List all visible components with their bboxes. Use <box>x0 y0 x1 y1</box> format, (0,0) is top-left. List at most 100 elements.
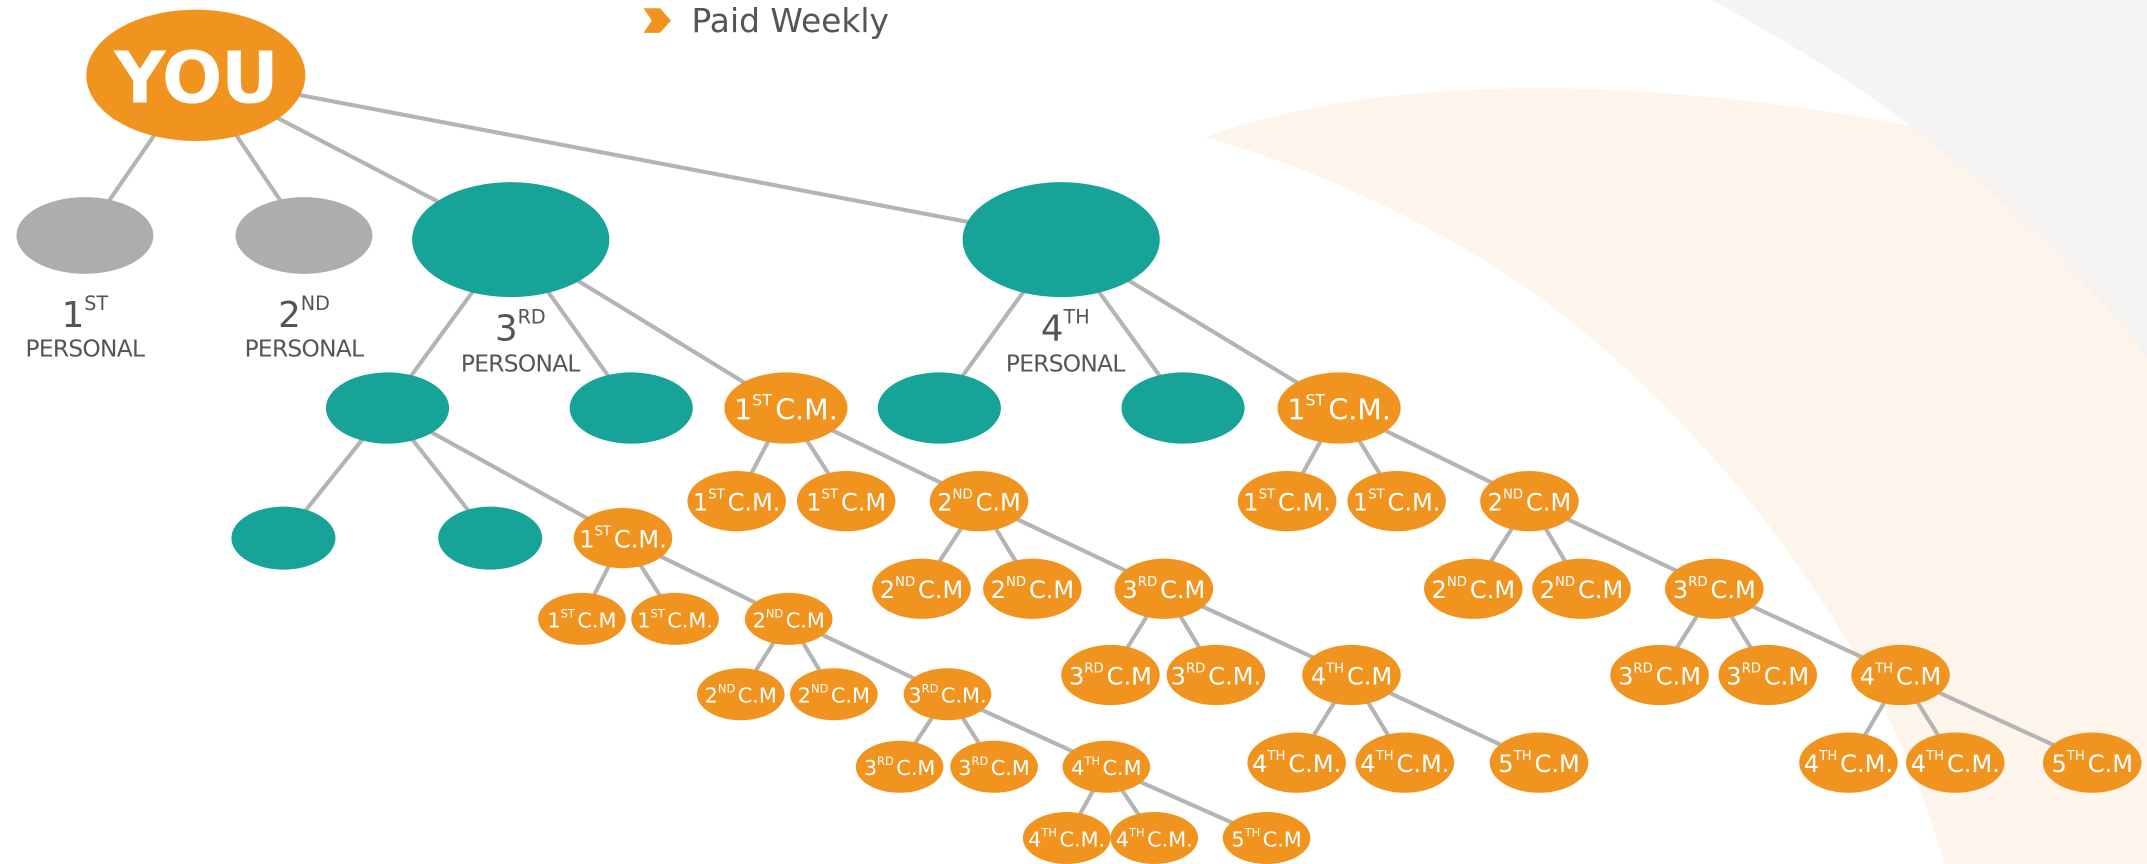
member-label: 2ND C.M <box>798 682 870 708</box>
personal-sup: RD <box>518 306 546 329</box>
member-label-ord: 4 <box>1116 827 1129 851</box>
node-shape <box>1532 558 1631 619</box>
member-label-ord: 1 <box>693 489 708 517</box>
personal-sup: ST <box>84 292 108 315</box>
member-label-text: C.M <box>1107 662 1152 690</box>
member-label-sup: TH <box>1375 749 1394 764</box>
node: 2ND C.M <box>929 471 1029 532</box>
node-shape <box>16 197 154 274</box>
member-label: 2ND C.M <box>1432 575 1516 604</box>
member-label: 4TH C.M. <box>1804 749 1893 778</box>
member-label: 2ND C.M <box>705 682 777 708</box>
personal-ordinal: 4TH <box>1041 306 1090 349</box>
node-shape <box>631 592 719 645</box>
member-label-sup: ST <box>708 488 725 503</box>
node: 4TH C.M. <box>1355 732 1455 793</box>
node-shape <box>696 668 785 721</box>
member-label-text: C.M. <box>1147 827 1193 851</box>
member-label-sup: TH <box>1040 825 1057 839</box>
node-shape <box>538 592 626 645</box>
node-shape <box>2042 732 2142 793</box>
node: 3RD C.M. <box>1166 644 1266 706</box>
member-label-sup: TH <box>1818 749 1837 764</box>
node-shape <box>231 506 336 570</box>
member-label-text: C.M. <box>1059 827 1105 851</box>
member-label-sup: ND <box>766 606 784 620</box>
member-label-ord: 5 <box>2051 750 2066 778</box>
member-label: 1ST C.M. <box>637 606 713 632</box>
member-label-text: C.M <box>918 576 963 604</box>
personal-text: PERSONAL <box>26 336 146 363</box>
node <box>877 372 1001 444</box>
member-label-text: C.M. <box>1288 750 1341 778</box>
member-label: 1ST C.M <box>806 488 886 517</box>
member-label-sup: RD <box>972 754 989 768</box>
member-label-sup: ST <box>650 606 665 620</box>
edge <box>195 73 1062 242</box>
node: 2ND C.M <box>1480 471 1579 532</box>
member-label: 5TH C.M <box>1231 825 1301 851</box>
node: 4TH C.M. <box>1022 811 1111 864</box>
member-label-text: C.M. <box>1397 750 1450 778</box>
node: 1ST C.M. <box>631 592 719 645</box>
member-label: 4TH C.M. <box>1911 749 2000 778</box>
legend: Paid Weekly <box>643 1 889 40</box>
member-label-ord: 1 <box>734 393 752 426</box>
member-label-text: C.M <box>786 608 825 632</box>
member-label-sup: RD <box>1186 661 1205 676</box>
node-shape <box>1121 372 1245 444</box>
member-label-sup: TH <box>2066 749 2085 764</box>
member-label-text: C.M. <box>1208 662 1261 690</box>
member-label: 3RD C.M <box>1122 575 1205 604</box>
member-label: 1ST C.M. <box>1287 390 1391 426</box>
node: 3RD C.M. <box>903 668 992 721</box>
node: 1ST C.M. <box>573 507 673 569</box>
node-shape <box>744 592 833 645</box>
member-label-text: C.M <box>1656 662 1701 690</box>
member-label-ord: 4 <box>1804 750 1819 778</box>
member-label-ord: 2 <box>753 608 766 632</box>
node-shape <box>1247 732 1346 793</box>
node-shape <box>569 372 693 444</box>
member-label: 2ND C.M <box>991 575 1075 604</box>
member-label-ord: 4 <box>1311 662 1326 690</box>
node: 3RD C.M <box>855 740 944 793</box>
node <box>569 372 693 444</box>
node-shape <box>790 668 878 721</box>
member-label: 2ND C.M <box>1540 575 1624 604</box>
legend-text: Paid Weekly <box>691 1 889 40</box>
member-label: 3RD C.M <box>1618 661 1701 690</box>
member-label-sup: RD <box>922 682 939 696</box>
node: 1ST C.M. <box>1277 372 1401 444</box>
member-label-text: C.M <box>1160 576 1205 604</box>
member-label-text: C.M. <box>1278 489 1331 517</box>
member-label-ord: 1 <box>1287 393 1305 426</box>
member-label-text: C.M. <box>775 393 838 426</box>
member-label-ord: 2 <box>991 576 1006 604</box>
member-label-ord: 2 <box>1432 576 1447 604</box>
member-label-sup: ND <box>811 682 829 696</box>
member-label-sup: RD <box>1138 575 1157 590</box>
node-shape <box>1061 644 1160 706</box>
node: YOU <box>86 9 306 142</box>
member-label-ord: 5 <box>1231 827 1244 851</box>
node: 2ND C.M <box>1424 558 1523 619</box>
member-label-sup: ST <box>561 606 576 620</box>
member-label: 5TH C.M <box>2051 749 2133 778</box>
member-label: 1ST C.M. <box>693 488 781 517</box>
node-shape <box>1022 811 1111 864</box>
member-label: 1ST C.M. <box>1243 488 1331 517</box>
member-label-sup: TH <box>1325 661 1344 676</box>
member-label: 2ND C.M <box>937 488 1021 517</box>
node <box>1121 372 1245 444</box>
member-label: 3RD C.M <box>1069 661 1152 690</box>
member-label-sup: TH <box>1266 749 1285 764</box>
personal-ordinal: 3RD <box>495 306 546 349</box>
member-label-text: C.M. <box>667 608 713 632</box>
node: 4TH C.M <box>1062 740 1151 793</box>
member-label-text: C.M <box>1578 576 1623 604</box>
node-shape <box>1718 644 1818 706</box>
node: 5TH C.M <box>1222 811 1311 864</box>
